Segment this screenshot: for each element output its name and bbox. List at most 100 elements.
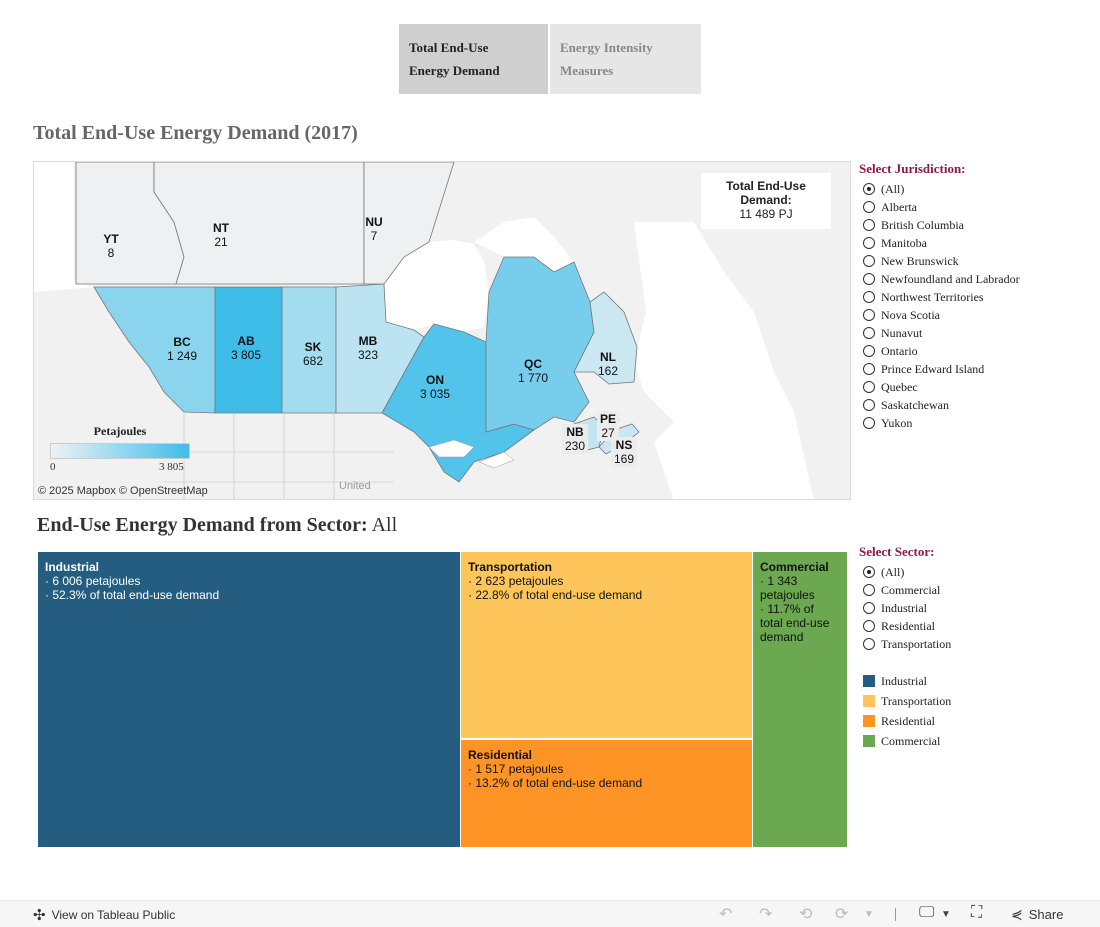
radio-option[interactable]: Residential: [863, 617, 951, 635]
province-code: AB: [237, 334, 255, 348]
radio-button[interactable]: [863, 291, 875, 303]
radio-button[interactable]: [863, 638, 875, 650]
radio-option[interactable]: New Brunswick: [863, 252, 1020, 270]
radio-button[interactable]: [863, 566, 875, 578]
tile-commercial[interactable]: Commercial · 1 343 petajoules · 11.7% of…: [753, 552, 847, 847]
map-color-legend: Petajoules 0 3 805: [50, 424, 190, 473]
radio-option[interactable]: Nova Scotia: [863, 306, 1020, 324]
province-value: 21: [214, 235, 228, 249]
radio-button[interactable]: [863, 309, 875, 321]
radio-label: Commercial: [881, 582, 941, 597]
tab-total-end-use[interactable]: Total End-Use Energy Demand: [399, 24, 548, 94]
radio-option[interactable]: Northwest Territories: [863, 288, 1020, 306]
radio-label: Transportation: [881, 636, 952, 651]
radio-button[interactable]: [863, 237, 875, 249]
radio-option[interactable]: Newfoundland and Labrador: [863, 270, 1020, 288]
radio-option[interactable]: Quebec: [863, 378, 1020, 396]
province-code: NU: [365, 215, 383, 229]
map-attribution[interactable]: © 2025 Mapbox © OpenStreetMap: [38, 485, 208, 497]
radio-option[interactable]: Saskatchewan: [863, 396, 1020, 414]
legend-item[interactable]: Industrial: [863, 671, 951, 691]
download-icon[interactable]: 🖵: [919, 904, 935, 921]
radio-button[interactable]: [863, 273, 875, 285]
legend-item[interactable]: Transportation: [863, 691, 951, 711]
radio-button[interactable]: [863, 363, 875, 375]
province-label-nb[interactable]: NB 230: [561, 424, 589, 454]
radio-button[interactable]: [863, 399, 875, 411]
radio-label: Newfoundland and Labrador: [881, 271, 1020, 286]
province-label-on[interactable]: ON 3 035: [420, 373, 450, 401]
radio-button[interactable]: [863, 381, 875, 393]
radio-button[interactable]: [863, 183, 875, 195]
radio-option[interactable]: Ontario: [863, 342, 1020, 360]
view-on-tableau-link[interactable]: ✣ View on Tableau Public: [33, 906, 175, 924]
revert-icon[interactable]: ⟲: [799, 906, 813, 923]
province-value: 323: [357, 348, 379, 362]
tab-energy-intensity[interactable]: Energy Intensity Measures: [550, 24, 701, 94]
radio-option[interactable]: Yukon: [863, 414, 1020, 432]
radio-button[interactable]: [863, 602, 875, 614]
province-label-nu[interactable]: NU 7: [365, 215, 382, 243]
radio-label: New Brunswick: [881, 253, 959, 268]
province-label-ab[interactable]: AB 3 805: [231, 334, 261, 362]
radio-option[interactable]: British Columbia: [863, 216, 1020, 234]
province-code: ON: [426, 373, 444, 387]
radio-button[interactable]: [863, 345, 875, 357]
province-label-nl[interactable]: NL 162: [598, 350, 618, 378]
fullscreen-icon[interactable]: ⛶: [971, 904, 983, 921]
radio-button[interactable]: [863, 255, 875, 267]
tile-industrial[interactable]: Industrial · 6 006 petajoules · 52.3% of…: [38, 552, 460, 847]
radio-label: Manitoba: [881, 235, 927, 250]
province-label-nt[interactable]: NT 21: [213, 221, 229, 249]
radio-button[interactable]: [863, 219, 875, 231]
tile-name: Residential: [468, 748, 533, 762]
redo-icon[interactable]: ↷: [759, 906, 773, 923]
tile-line: · 52.3% of total end-use demand: [45, 588, 220, 602]
radio-option[interactable]: Industrial: [863, 599, 951, 617]
radio-option[interactable]: (All): [863, 563, 951, 581]
radio-button[interactable]: [863, 584, 875, 596]
province-label-mb[interactable]: MB 323: [358, 334, 378, 362]
province-label-qc[interactable]: QC 1 770: [518, 357, 548, 385]
province-code: NB: [566, 425, 584, 439]
radio-option[interactable]: Nunavut: [863, 324, 1020, 342]
radio-button[interactable]: [863, 417, 875, 429]
province-label-pe[interactable]: PE 27: [596, 411, 620, 441]
province-label-ns[interactable]: NS 169: [610, 437, 638, 467]
radio-button[interactable]: [863, 201, 875, 213]
legend-item[interactable]: Commercial: [863, 731, 951, 751]
tile-residential[interactable]: Residential · 1 517 petajoules · 13.2% o…: [461, 740, 752, 847]
province-value: 7: [370, 229, 378, 243]
radio-option[interactable]: Manitoba: [863, 234, 1020, 252]
undo-icon[interactable]: ↶: [719, 906, 733, 923]
refresh-dropdown-icon[interactable]: ▼: [864, 909, 874, 920]
radio-label: Nova Scotia: [881, 307, 940, 322]
radio-button[interactable]: [863, 620, 875, 632]
tile-name: Transportation: [468, 560, 553, 574]
jurisdiction-filter: (All) Alberta British Columbia Manitoba New …: [863, 180, 1020, 432]
radio-option[interactable]: Alberta: [863, 198, 1020, 216]
tile-transportation[interactable]: Transportation · 2 623 petajoules · 22.8…: [461, 552, 752, 738]
province-label-bc[interactable]: BC 1 249: [167, 335, 197, 363]
country-label-us: United: [339, 480, 371, 492]
province-label-yt[interactable]: YT 8: [103, 232, 118, 260]
sector-title: End-Use Energy Demand from Sector: All: [37, 514, 397, 537]
share-button[interactable]: ⋞ Share: [1011, 906, 1063, 923]
sector-filter-title: Select Sector:: [859, 544, 935, 559]
radio-option[interactable]: (All): [863, 180, 1020, 198]
radio-button[interactable]: [863, 327, 875, 339]
sector-title-prefix: End-Use Energy Demand from Sector:: [37, 514, 368, 536]
tile-line: demand: [760, 630, 804, 644]
province-label-sk[interactable]: SK 682: [303, 340, 323, 368]
radio-label: Northwest Territories: [881, 289, 984, 304]
province-map[interactable]: Total End-Use Demand: 11 489 PJ YT 8 NT …: [33, 161, 851, 500]
legend-item[interactable]: Residential: [863, 711, 951, 731]
radio-option[interactable]: Prince Edward Island: [863, 360, 1020, 378]
tile-line: · 13.2% of total end-use demand: [468, 776, 643, 790]
download-dropdown-icon[interactable]: ▼: [941, 909, 951, 920]
radio-option[interactable]: Commercial: [863, 581, 951, 599]
province-value: 169: [613, 452, 635, 466]
radio-label: British Columbia: [881, 217, 965, 232]
refresh-icon[interactable]: ⟳: [835, 906, 849, 923]
radio-option[interactable]: Transportation: [863, 635, 951, 653]
